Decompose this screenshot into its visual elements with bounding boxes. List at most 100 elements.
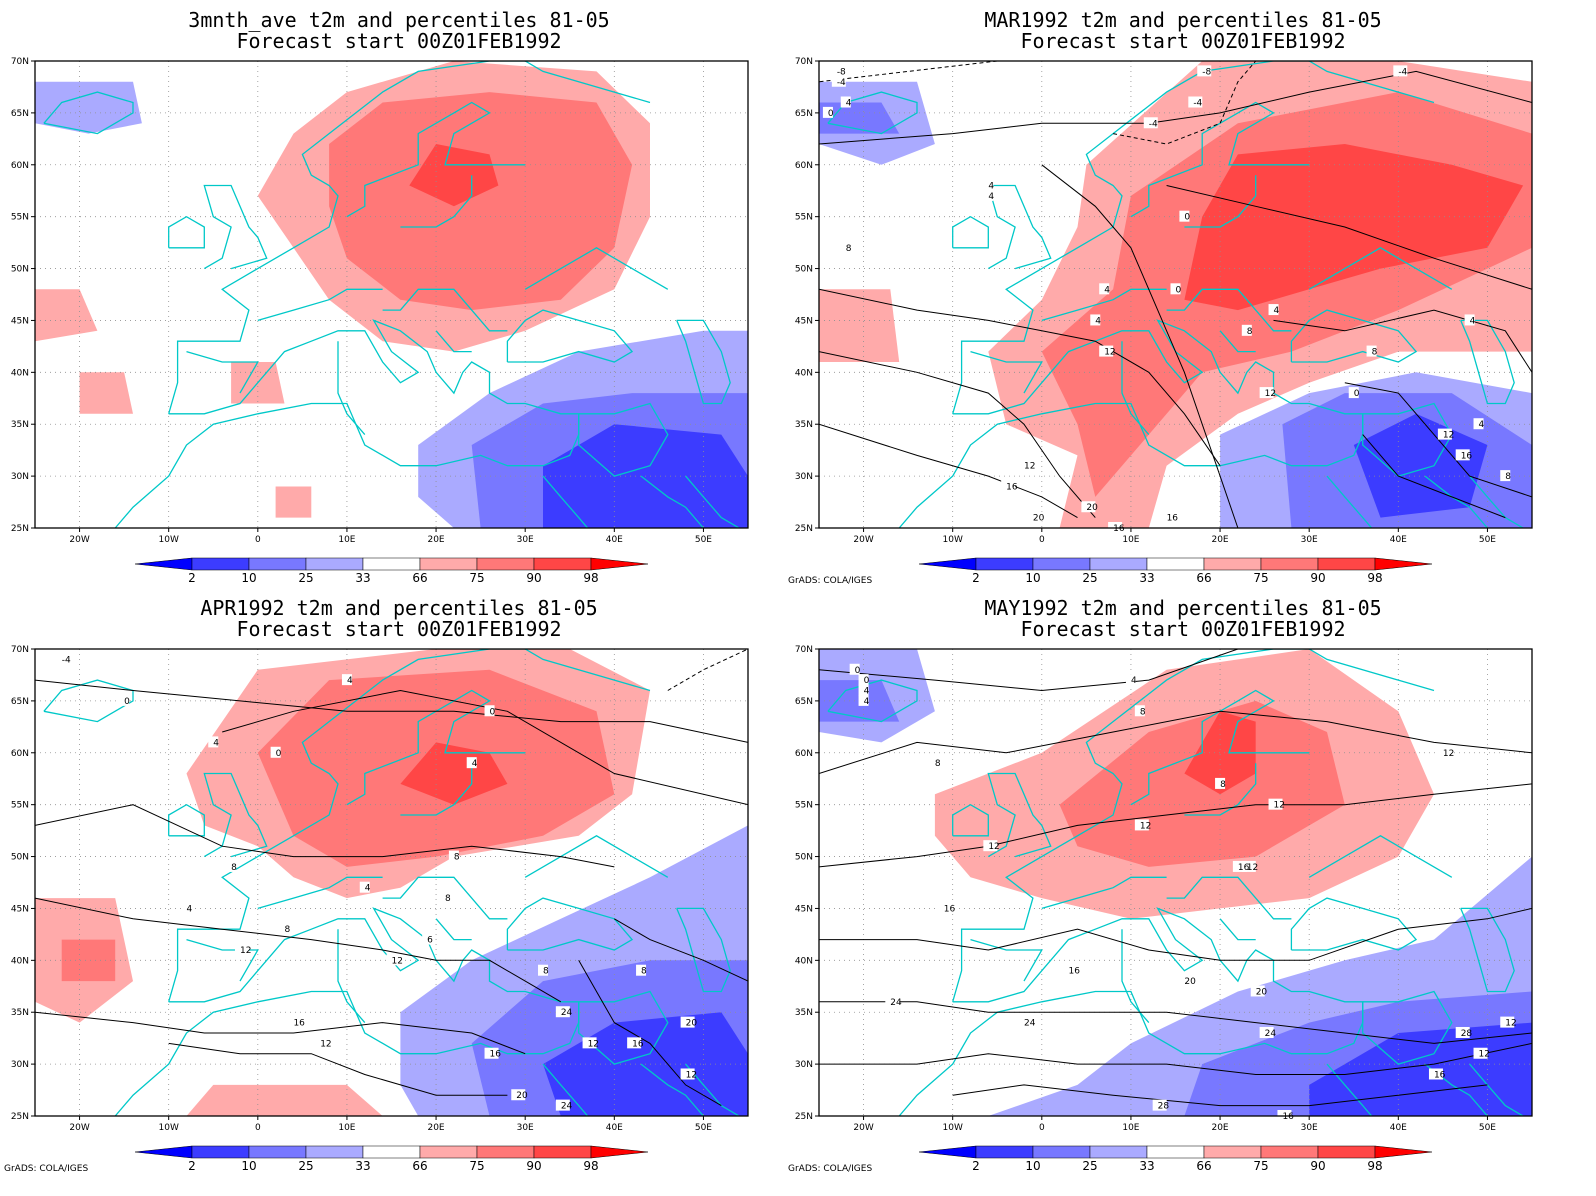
coastline (400, 175, 473, 228)
contour-label-bg (288, 1016, 303, 1028)
coastline (168, 215, 205, 249)
contour-label: 0 (1184, 213, 1190, 223)
contour-label-bg (1179, 210, 1190, 222)
contour-label-bg (181, 902, 192, 914)
lat-tick-label: 35N (11, 1008, 29, 1018)
contour-label: 4 (1470, 316, 1476, 326)
contour-label-bg (1500, 1016, 1515, 1028)
contour-label-bg (208, 736, 219, 748)
colorbar: 2 10 25 33 66 75 90 98 (918, 1145, 1433, 1173)
lat-tick-label: 25N (795, 1112, 813, 1122)
coastline (1424, 475, 1488, 528)
contours (819, 649, 1532, 1107)
percentile-area (1184, 711, 1256, 795)
coastline (1166, 876, 1292, 920)
lat-tick-label: 55N (795, 801, 813, 811)
coastline (168, 803, 205, 837)
contour-line (819, 423, 1078, 519)
colorbar-segment (248, 1145, 307, 1159)
contour-label-bg (831, 65, 846, 77)
coastline (952, 803, 989, 837)
contour-label-bg (1215, 777, 1226, 789)
lat-tick-label: 30N (11, 472, 29, 482)
contour-label-bg (1473, 1047, 1488, 1059)
coastline (640, 1063, 704, 1116)
panel-title: 3mnth_ave t2m and percentiles 81-05 (188, 8, 610, 32)
contour-label: 16 (293, 1019, 305, 1029)
coastline (1041, 288, 1167, 322)
coastline (43, 91, 134, 135)
contour-label: 20 (1086, 503, 1098, 513)
contour-label: 8 (935, 759, 941, 769)
contour-label-bg (627, 1037, 642, 1049)
lon-tick-label: 20E (427, 1123, 444, 1133)
contour-label-bg (1241, 324, 1252, 336)
coastline (685, 475, 740, 528)
contour-label-bg (279, 923, 290, 935)
contour-label: 0 (1176, 285, 1182, 295)
plot-frame (34, 648, 749, 1117)
contour-label-bg (1393, 65, 1408, 77)
contour-label: 16 (1434, 1070, 1446, 1080)
contour-line (222, 689, 748, 806)
contour-label: 16 (632, 1039, 644, 1049)
axis-labels: 70N 65N 60N 55N 50N 45N 40N 35N 30N 25N 20W 10W 0 10E… (11, 645, 713, 1133)
lon-tick-label: 40E (606, 535, 623, 545)
colorbar-label: 66 (1196, 571, 1211, 585)
contour-label-bg (234, 943, 249, 955)
lat-tick-label: 50N (11, 265, 29, 275)
contour-label: 4 (1131, 676, 1137, 686)
colorbar-segment (533, 1145, 592, 1159)
coastline (1041, 876, 1167, 910)
percentile-area (79, 372, 133, 414)
coastline (970, 350, 1043, 394)
contour-label: 12 (1274, 801, 1285, 811)
contour-label: 12 (1265, 389, 1276, 399)
lat-tick-label: 60N (11, 161, 29, 171)
contour-label-bg (315, 1037, 330, 1049)
panel-2: MAR1992 t2m and percentiles 81-05 Foreca… (784, 0, 1582, 598)
panel-subtitle: Forecast start 00Z01FEB1992 (1020, 29, 1346, 53)
coastline (1121, 341, 1150, 436)
contour-labels: -4 4 0 4 0 0 4 8 8 8 4 4 8 12 12 6 8 16 12 16 20 24 24 12 16 20 12… (56, 653, 697, 1112)
lat-tick-label: 65N (795, 697, 813, 707)
contour-label: 12 (1443, 749, 1454, 759)
lon-tick-label: 50E (695, 1123, 712, 1133)
colorbar-segment (191, 1145, 250, 1159)
contour-label: 12 (1247, 863, 1258, 873)
colorbar-arrow-left (134, 1145, 193, 1159)
colorbar-label: 25 (298, 1159, 313, 1173)
contour-label: 24 (890, 998, 902, 1008)
contour-line (1166, 185, 1532, 290)
lat-tick-label: 30N (795, 1060, 813, 1070)
contour-label-bg (1232, 860, 1247, 872)
colorbar-arrow-right (1374, 1145, 1433, 1159)
coastline (186, 350, 259, 394)
lon-tick-label: 20W (853, 535, 873, 545)
contour-line (35, 897, 562, 1003)
contour-label: 24 (1024, 1019, 1036, 1029)
colorbar-label: 98 (1367, 1159, 1382, 1173)
lat-tick-label: 25N (11, 524, 29, 534)
contour-label: 0 (864, 676, 870, 686)
panel-subtitle: Forecast start 00Z01FEB1992 (236, 617, 562, 641)
contour-label-bg (983, 189, 994, 201)
coastline (952, 649, 1435, 1002)
contour-label: 8 (641, 967, 647, 977)
colorbar-label: 75 (469, 571, 484, 585)
lat-tick-label: 35N (795, 1008, 813, 1018)
contour-line (819, 1042, 1532, 1075)
map-plot: -4 4 0 4 0 0 4 8 8 8 4 4 8 12 12 6 8 16 12 16 20 24 24 12 16 20 12… (11, 645, 749, 1133)
contour-label: 4 (1095, 316, 1101, 326)
percentile-area (186, 1084, 383, 1116)
contour-label: 8 (1247, 327, 1253, 337)
percentile-area (1059, 700, 1345, 867)
colorbar-segment (476, 557, 535, 571)
contour-label: -4 (1149, 119, 1158, 129)
coastline (1308, 247, 1453, 290)
contour-label-bg (582, 1037, 597, 1049)
percentile-area (35, 289, 98, 342)
contour-label: 4 (1479, 420, 1485, 430)
percentile-area (1353, 413, 1488, 518)
colorbar-label: 75 (1253, 571, 1268, 585)
